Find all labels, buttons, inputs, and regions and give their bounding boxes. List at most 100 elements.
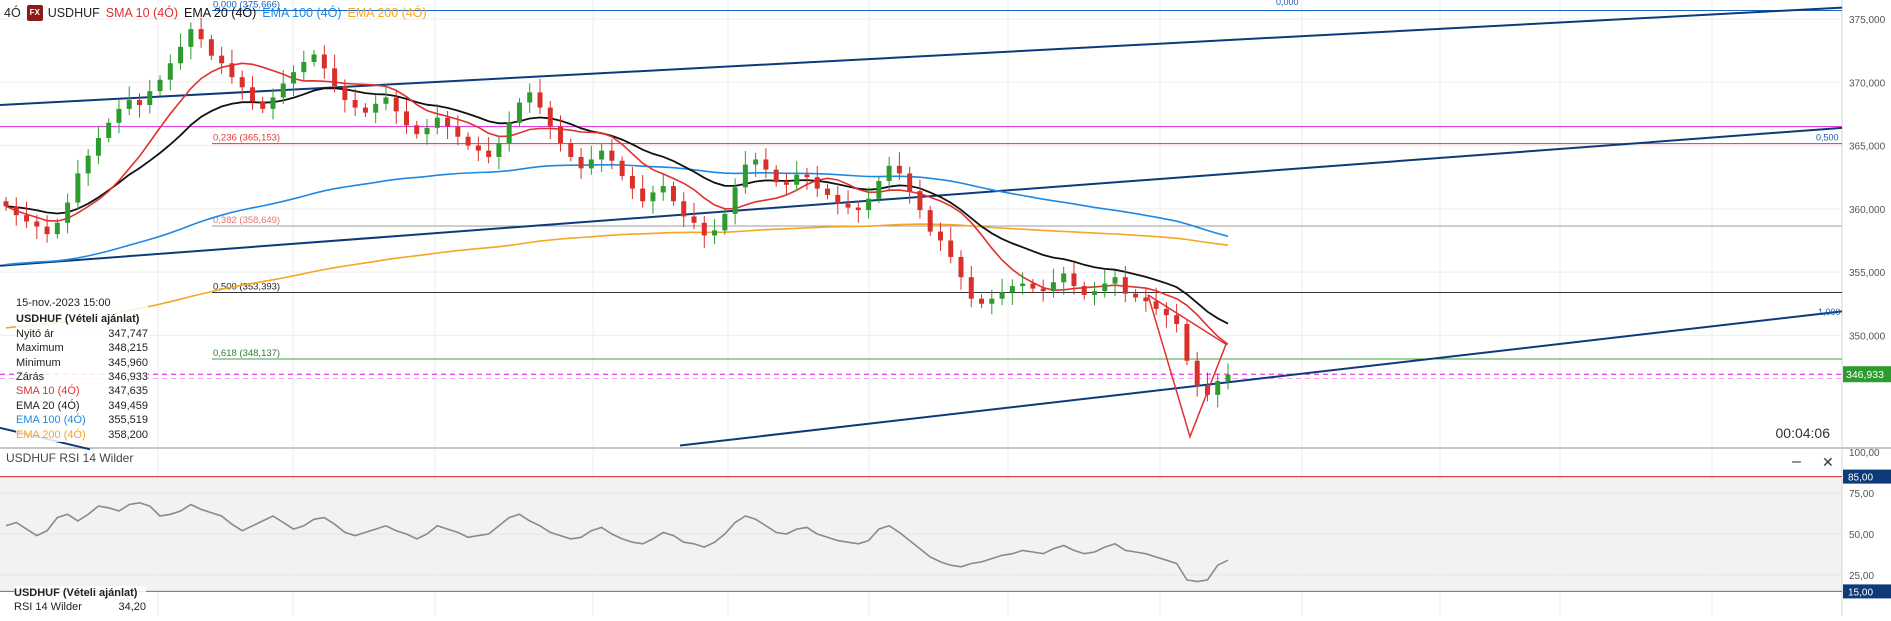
- chart-header: 4Ó FX USDHUF SMA 10 (4Ó) EMA 20 (4Ó) EMA…: [4, 4, 433, 22]
- ema200-line: [5, 223, 1229, 329]
- price-axis-tick: 375,000: [1849, 15, 1886, 26]
- info-label: EMA 200 (4Ó): [16, 428, 86, 441]
- candle-body: [116, 108, 122, 123]
- info-label: Nyitó ár: [16, 327, 54, 340]
- candle-body: [1174, 315, 1180, 325]
- ema100-line: [5, 164, 1229, 266]
- candle-body: [732, 187, 738, 214]
- candle-body: [342, 86, 348, 100]
- candle-body: [547, 107, 553, 127]
- candle-body: [742, 164, 748, 188]
- candle-body: [1081, 286, 1087, 295]
- close-icon[interactable]: ✕: [1822, 454, 1834, 470]
- candle-body: [876, 180, 882, 199]
- candle-body: [1071, 273, 1077, 287]
- fib-level-label: 0,382 (358,649): [213, 215, 280, 226]
- fib-level-label: 0,236 (365,153): [213, 133, 280, 144]
- candle-body: [1102, 283, 1108, 292]
- candle-body: [1163, 308, 1169, 316]
- candle-body: [208, 39, 214, 56]
- info-label: SMA 10 (4Ó): [16, 385, 80, 398]
- candle-body: [506, 122, 512, 144]
- minimize-button[interactable]: –: [1792, 453, 1801, 470]
- price-axis-tick: 350,000: [1849, 331, 1886, 342]
- drawing-triangle[interactable]: [1147, 294, 1227, 439]
- candle-body: [619, 160, 625, 176]
- candle-body: [136, 99, 142, 106]
- info-row-high: Maximum 348,215: [16, 341, 148, 355]
- info-label: Minimum: [16, 356, 61, 369]
- indicator-ema200-label[interactable]: EMA 200 (4Ó): [347, 6, 427, 20]
- candle-body: [866, 198, 872, 211]
- candle-body: [383, 97, 389, 104]
- candle-body: [855, 207, 861, 211]
- indicator-ema20-label[interactable]: EMA 20 (4Ó): [184, 6, 257, 20]
- candle-body: [886, 165, 892, 181]
- candle-body: [999, 292, 1005, 299]
- candle-countdown: 00:04:06: [1776, 425, 1831, 441]
- info-row-ema200: EMA 200 (4Ó) 358,200: [16, 428, 148, 442]
- candle-body: [691, 216, 697, 223]
- rsi-axis-tick: 50,00: [1849, 530, 1874, 541]
- candle-body: [753, 159, 759, 165]
- symbol-label[interactable]: USDHUF: [47, 6, 100, 20]
- candle-body: [239, 77, 245, 88]
- candle-body: [927, 210, 933, 232]
- info-row-ema20: EMA 20 (4Ó) 349,459: [16, 399, 148, 413]
- candle-body: [434, 117, 440, 128]
- candle-body: [588, 159, 594, 169]
- candle-body: [948, 240, 954, 257]
- candle-body: [763, 159, 769, 170]
- indicator-ema100-label[interactable]: EMA 100 (4Ó): [262, 6, 342, 20]
- candle-body: [65, 202, 71, 223]
- candle-body: [609, 150, 615, 161]
- candle-body: [1061, 273, 1067, 283]
- candle-body: [1215, 380, 1221, 395]
- candle-body: [1050, 282, 1056, 292]
- candle-body: [198, 29, 204, 40]
- candle-body: [1040, 288, 1046, 292]
- info-value: 358,200: [108, 428, 148, 441]
- fib-level-label: 0,618 (348,137): [213, 348, 280, 359]
- candle-body: [403, 111, 409, 126]
- info-label: EMA 20 (4Ó): [16, 399, 80, 412]
- candle-body: [907, 173, 913, 192]
- candle-body: [486, 150, 492, 157]
- rsi-info-title: USDHUF (Vételi ajánlat): [14, 587, 138, 599]
- candle-body: [1194, 360, 1200, 387]
- rsi-info-value: 34,20: [118, 601, 146, 613]
- fib-level-label: 0,000 (375,666): [213, 0, 280, 11]
- candle-body: [465, 136, 471, 146]
- info-value: 345,960: [108, 356, 148, 369]
- rsi-header[interactable]: USDHUF RSI 14 Wilder: [6, 451, 134, 465]
- rsi-axis-tick: 100,00: [1849, 448, 1880, 459]
- candle-body: [475, 145, 481, 151]
- candle-body: [845, 203, 851, 208]
- candle-body: [537, 92, 543, 108]
- candle-body: [516, 102, 522, 123]
- info-value: 347,747: [108, 327, 148, 340]
- candle-body: [599, 150, 605, 160]
- candle-body: [1225, 374, 1231, 381]
- candle-body: [773, 169, 779, 183]
- candle-body: [1009, 286, 1015, 293]
- candle-body: [332, 68, 338, 87]
- candle-body: [979, 298, 985, 304]
- candle-body: [1143, 297, 1149, 302]
- candle-body: [291, 72, 297, 84]
- rsi-upper-tag: [1843, 469, 1891, 484]
- rsi-line: [5, 501, 1229, 583]
- candle-body: [321, 54, 327, 69]
- indicator-sma10-label[interactable]: SMA 10 (4Ó): [105, 6, 179, 20]
- rsi-lower-tag: [1843, 584, 1891, 599]
- timeframe-label[interactable]: 4Ó: [4, 6, 21, 20]
- info-row-low: Minimum 345,960: [16, 356, 148, 370]
- candle-body: [85, 155, 91, 174]
- candle-body: [393, 97, 399, 112]
- info-datetime: 15-nov.-2023 15:00: [16, 297, 111, 309]
- candle-body: [373, 103, 379, 113]
- candle-body: [167, 63, 173, 80]
- candle-body: [568, 143, 574, 157]
